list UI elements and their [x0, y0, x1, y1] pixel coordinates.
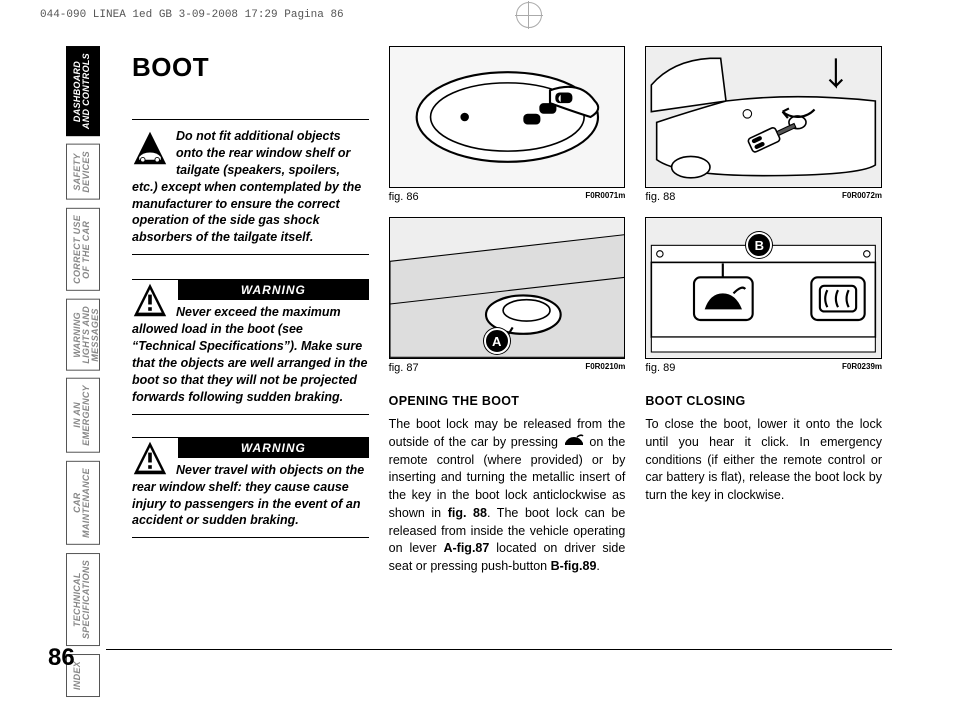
- register-mark-icon: [516, 2, 542, 28]
- figure-88: [645, 46, 882, 188]
- figure-86: [389, 46, 626, 188]
- tab-dashboard[interactable]: DASHBOARD AND CONTROLS: [66, 46, 100, 136]
- figure-86-caption: fig. 86 F0R0071m: [389, 191, 626, 203]
- content-area: DASHBOARD AND CONTROLS SAFETY DEVICES CO…: [48, 46, 892, 670]
- car-shelf-icon: [132, 130, 168, 166]
- print-header-text: 044-090 LINEA 1ed GB 3-09-2008 17:29 Pag…: [40, 9, 344, 21]
- notice-box: Do not fit additional objects onto the r…: [132, 119, 369, 255]
- warning-label: WARNING: [178, 280, 369, 300]
- tab-emergency[interactable]: IN AN EMERGENCY: [66, 378, 100, 453]
- tab-tech-specs[interactable]: TECHNICAL SPECIFICATIONS: [66, 553, 100, 646]
- closing-text: To close the boot, lower it onto the loc…: [645, 416, 882, 505]
- warning-1-text: Never exceed the maximum allowed load in…: [132, 305, 367, 403]
- figure-89-caption: fig. 89 F0R0239m: [645, 362, 882, 374]
- page-title: BOOT: [132, 52, 369, 83]
- footer-rule: [106, 649, 892, 650]
- opening-text: The boot lock may be released from the o…: [389, 416, 626, 576]
- figure-87: A: [389, 217, 626, 359]
- warning-label: WARNING: [178, 438, 369, 458]
- column-3: fig. 88 F0R0072m: [635, 46, 892, 670]
- sidebar-tabs: DASHBOARD AND CONTROLS SAFETY DEVICES CO…: [48, 46, 100, 670]
- tab-maintenance[interactable]: CAR MAINTENANCE: [66, 461, 100, 545]
- column-2: fig. 86 F0R0071m A fig. 87: [379, 46, 636, 670]
- fig-num: fig. 88: [645, 191, 675, 203]
- figure-88-caption: fig. 88 F0R0072m: [645, 191, 882, 203]
- figure-89: B: [645, 217, 882, 359]
- closing-head: BOOT CLOSING: [645, 394, 882, 408]
- fig-num: fig. 87: [389, 362, 419, 374]
- warning-box-1: WARNING Never exceed the maximum allowed…: [132, 279, 369, 414]
- fig-num: fig. 86: [389, 191, 419, 203]
- warning-icon: [132, 440, 168, 476]
- column-1: BOOT Do not fit additional objects onto …: [122, 46, 379, 670]
- main-columns: BOOT Do not fit additional objects onto …: [100, 46, 892, 670]
- print-header: 044-090 LINEA 1ed GB 3-09-2008 17:29 Pag…: [40, 6, 914, 24]
- fig-code: F0R0210m: [585, 362, 625, 374]
- warning-icon: [132, 282, 168, 318]
- figure-87-caption: fig. 87 F0R0210m: [389, 362, 626, 374]
- fig-num: fig. 89: [645, 362, 675, 374]
- page: 044-090 LINEA 1ed GB 3-09-2008 17:29 Pag…: [0, 0, 954, 706]
- tab-warning-lights[interactable]: WARNING LIGHTS AND MESSAGES: [66, 299, 100, 371]
- callout-a: A: [484, 328, 510, 354]
- tab-safety[interactable]: SAFETY DEVICES: [66, 144, 100, 200]
- fig-code: F0R0071m: [585, 191, 625, 203]
- fig-code: F0R0239m: [842, 362, 882, 374]
- warning-box-2: WARNING Never travel with objects on the…: [132, 437, 369, 539]
- fig-code: F0R0072m: [842, 191, 882, 203]
- opening-head: OPENING THE BOOT: [389, 394, 626, 408]
- page-number: 86: [48, 644, 75, 672]
- tab-correct-use[interactable]: CORRECT USE OF THE CAR: [66, 208, 100, 291]
- boot-release-icon: [563, 434, 585, 452]
